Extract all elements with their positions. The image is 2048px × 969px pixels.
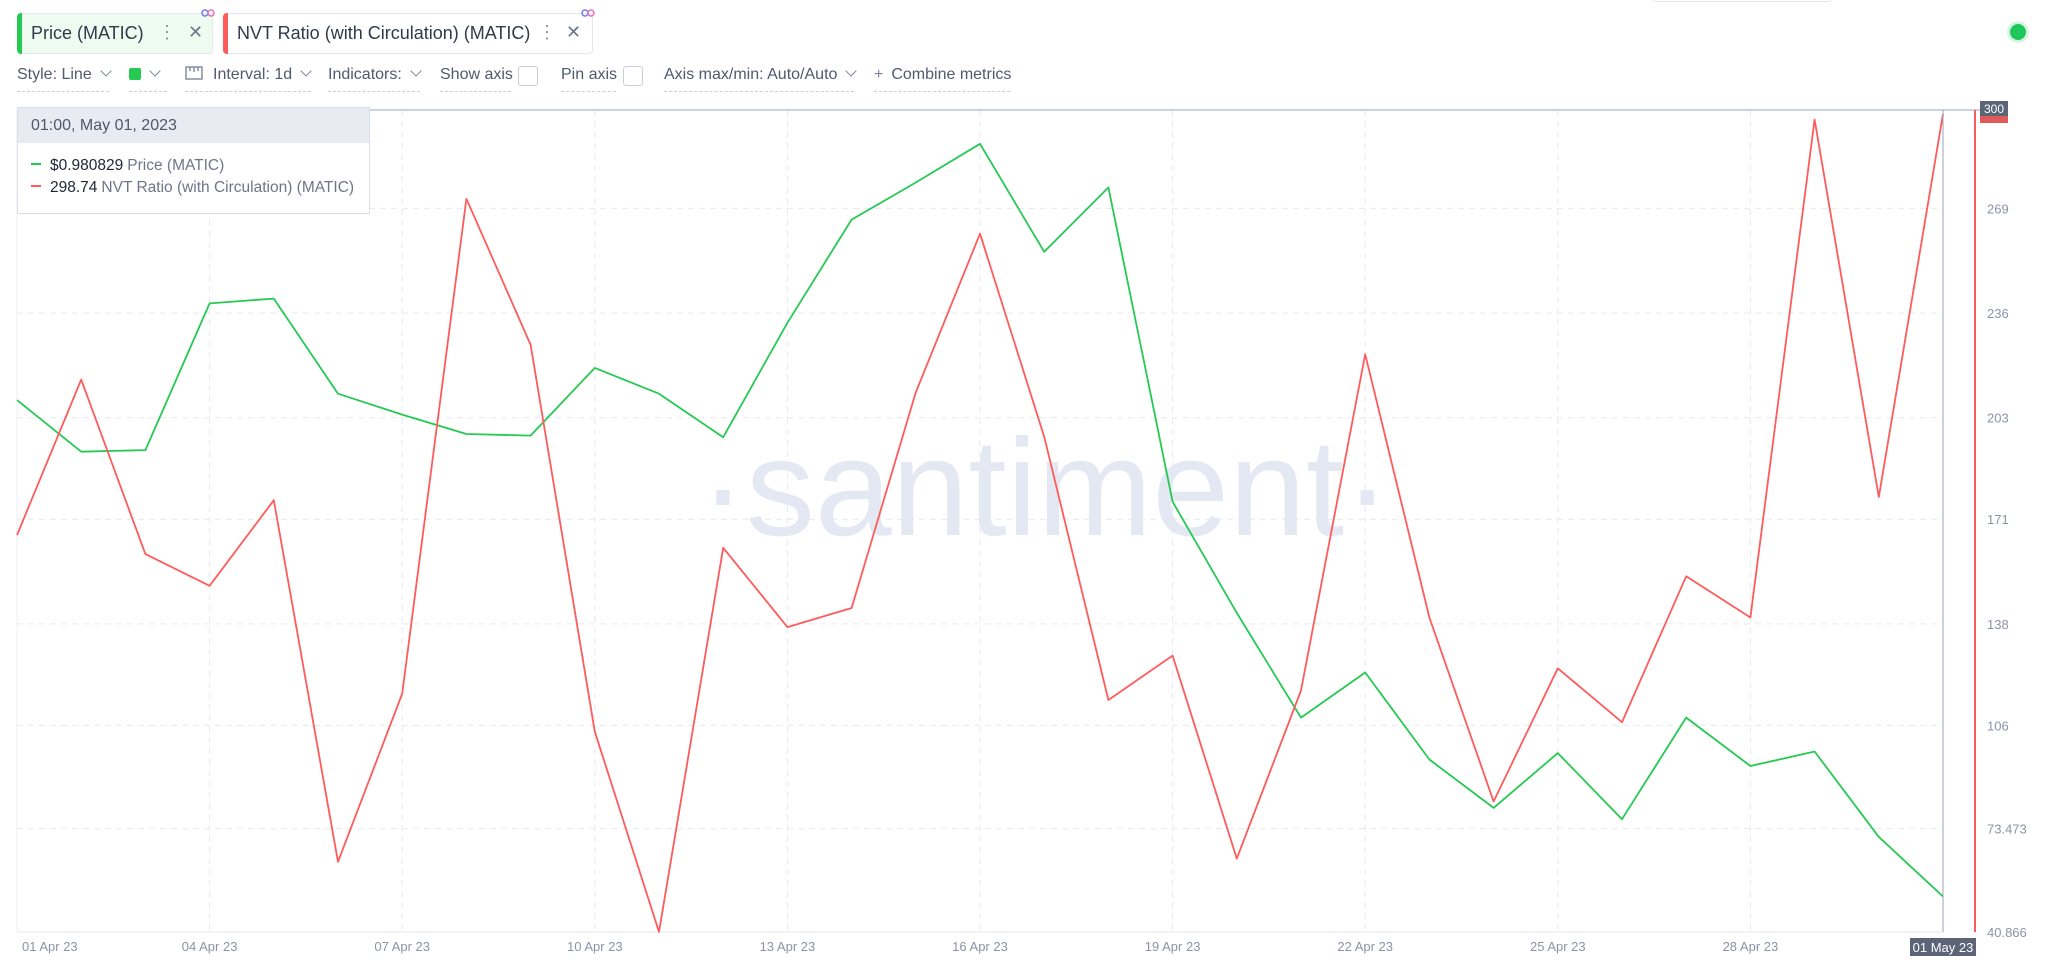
- x-hover-label: 01 May 23: [1913, 940, 1974, 955]
- indicators-label: Indicators:: [328, 66, 402, 83]
- legend-swatch: [31, 162, 41, 165]
- metric-color-bar: [223, 13, 228, 54]
- axis-maxmin-dropdown[interactable]: Axis max/min: Auto/Auto: [664, 65, 858, 92]
- y-tick-label: 106: [1987, 718, 2009, 733]
- x-tick-label: 10 Apr 23: [567, 939, 623, 954]
- tooltip-value: 298.74: [50, 179, 98, 196]
- ruler-icon: [185, 66, 203, 80]
- axis-maxmin-label: Axis max/min: Auto/Auto: [664, 66, 838, 83]
- metric-tab-price[interactable]: Price (MATIC) ⋮ ✕: [17, 9, 215, 54]
- axis-hover-badge: [1980, 101, 2008, 116]
- tooltip-value: $0.980829: [50, 157, 124, 174]
- watermark: ·santiment·: [700, 411, 1390, 565]
- axis-hover-label: 300: [1984, 102, 2004, 116]
- y-tick-label: 40.866: [1987, 925, 2027, 940]
- close-icon[interactable]: ✕: [188, 22, 204, 42]
- x-hover-badge: [1910, 938, 1976, 956]
- link-icon[interactable]: [580, 7, 596, 19]
- pin-axis-toggle[interactable]: Pin axis: [561, 66, 618, 92]
- x-tick-label: 28 Apr 23: [1723, 939, 1779, 954]
- metric-label: NVT Ratio (with Circulation) (MATIC): [237, 23, 531, 43]
- interval-label: Interval: 1d: [213, 66, 293, 83]
- x-tick-label: 01 Apr 23: [22, 939, 78, 954]
- grid: [16, 110, 1943, 933]
- show-axis-toggle[interactable]: Show axis: [440, 66, 513, 92]
- x-tick-label: 07 Apr 23: [374, 939, 430, 954]
- status-indicator: [2010, 24, 2026, 40]
- close-icon[interactable]: ✕: [566, 22, 582, 42]
- x-tick-label: 25 Apr 23: [1530, 939, 1586, 954]
- metric-label: Price (MATIC): [31, 23, 144, 43]
- interval-dropdown[interactable]: Interval: 1d: [185, 65, 312, 92]
- y-tick-label: 73.473: [1987, 822, 2027, 837]
- x-tick-label: 16 Apr 23: [952, 939, 1008, 954]
- tooltip-datetime: 01:00, May 01, 2023: [18, 108, 369, 143]
- y-tick-label: 236: [1987, 306, 2009, 321]
- color-swatch: [129, 68, 141, 80]
- indicators-dropdown[interactable]: Indicators:: [328, 65, 422, 92]
- metric-tab-nvt[interactable]: NVT Ratio (with Circulation) (MATIC) ⋮ ✕: [223, 9, 595, 54]
- style-label: Style: Line: [17, 66, 92, 83]
- more-options-icon[interactable]: ⋮: [538, 22, 556, 42]
- show-axis-checkbox[interactable]: [518, 66, 538, 86]
- combine-metrics-label: Combine metrics: [891, 66, 1012, 83]
- x-tick-label: 22 Apr 23: [1337, 939, 1393, 954]
- legend-swatch: [31, 184, 41, 187]
- y-tick-label: 203: [1987, 411, 2009, 426]
- y-tick-label: 171: [1987, 512, 2009, 527]
- y-tick-label: 138: [1987, 617, 2009, 632]
- style-dropdown[interactable]: Style: Line: [17, 65, 112, 92]
- more-options-icon[interactable]: ⋮: [158, 22, 176, 42]
- color-picker[interactable]: [129, 65, 167, 92]
- metric-color-bar: [17, 13, 22, 54]
- x-tick-label: 19 Apr 23: [1145, 939, 1201, 954]
- combine-metrics-button[interactable]: + Combine metrics: [874, 66, 1012, 92]
- series-layer: [16, 113, 1944, 933]
- series-line-price: [16, 142, 1944, 898]
- link-icon[interactable]: [200, 7, 216, 19]
- y-tick-label: 269: [1987, 201, 2009, 216]
- tooltip-row-price: $0.980829 Price (MATIC): [31, 157, 224, 175]
- x-tick-label: 13 Apr 23: [760, 939, 816, 954]
- x-tick-label: 04 Apr 23: [182, 939, 238, 954]
- series-line-nvt: [16, 113, 1944, 933]
- hover-tooltip: 01:00, May 01, 2023 $0.980829 Price (MATI…: [17, 107, 370, 214]
- pin-axis-label: Pin axis: [561, 66, 618, 83]
- show-axis-label: Show axis: [440, 66, 513, 83]
- plus-icon: +: [874, 66, 884, 83]
- pin-axis-checkbox[interactable]: [623, 66, 643, 86]
- tooltip-row-nvt: 298.74 NVT Ratio (with Circulation) (MATI…: [31, 179, 354, 197]
- tooltip-label: Price (MATIC): [127, 157, 225, 174]
- tooltip-label: NVT Ratio (with Circulation) (MATIC): [101, 179, 355, 196]
